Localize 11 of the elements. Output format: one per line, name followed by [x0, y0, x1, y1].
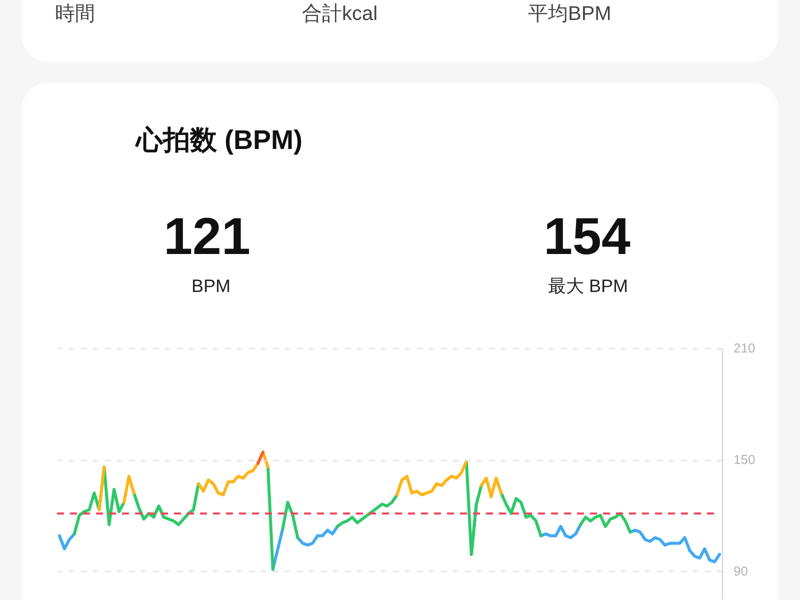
y-tick-label: 210 — [734, 340, 756, 356]
y-tick-label: 150 — [734, 452, 756, 468]
text: 合計kcal — [302, 3, 378, 25]
text: 154 — [544, 208, 630, 266]
text: BPM — [191, 276, 231, 296]
text: 時間 — [55, 3, 95, 25]
text: 最大 BPM — [548, 276, 628, 296]
chart-title: 心拍数 (BPM) — [134, 125, 302, 155]
y-tick-label: 90 — [734, 564, 748, 579]
text: 平均BPM — [528, 3, 612, 25]
text: 121 — [164, 208, 250, 266]
